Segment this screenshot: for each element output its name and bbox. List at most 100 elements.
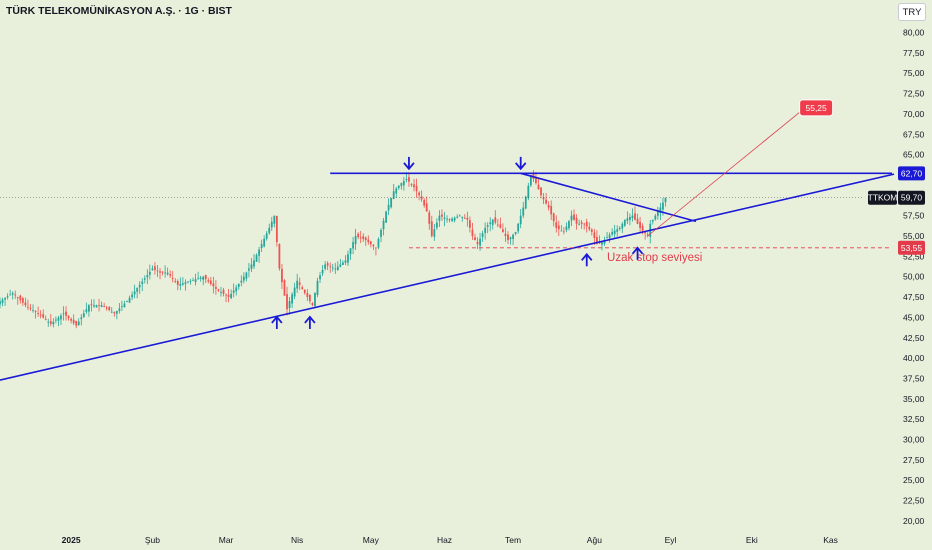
price-tick-label: 30,00 [903, 435, 925, 445]
candle-body [410, 184, 413, 185]
candle-body [143, 278, 146, 280]
candle-body [471, 229, 474, 236]
candle-body [456, 216, 459, 218]
chart-drawings: Uzak stop seviyesi [0, 109, 895, 381]
candle-body [301, 287, 304, 289]
arrow-head [515, 162, 527, 171]
candle-body [133, 291, 136, 295]
candle-body [90, 304, 93, 306]
arrow-head [631, 246, 644, 255]
candle-body [507, 234, 509, 241]
price-tick-label: 37,50 [903, 373, 925, 383]
candle-body [14, 294, 17, 296]
candle-body [171, 278, 174, 279]
candle-body [65, 311, 67, 316]
candle-body [245, 272, 248, 279]
candle-body [453, 217, 456, 221]
candle-body [194, 279, 197, 283]
descending-trendline[interactable] [520, 172, 697, 223]
candle-body [27, 306, 29, 308]
candle-body [435, 222, 438, 228]
price-labels: 62,70 59,70 53,55 TTKOM 55,25 [799, 99, 925, 255]
candle-body [375, 247, 377, 249]
candle-body [560, 230, 563, 232]
candle-body [474, 237, 476, 241]
price-tick-label: 25,00 [903, 475, 925, 485]
time-tick-label: Şub [145, 535, 160, 545]
target-price-label: 55,25 [799, 99, 834, 117]
candle-body [651, 219, 654, 222]
candle-body [303, 289, 306, 293]
price-tick-label: 20,00 [903, 516, 925, 526]
candle-body [98, 305, 100, 306]
time-axis[interactable]: 2025 Şub Mar Nis May Haz Tem Ağu Eyl Eki Kas [62, 535, 838, 545]
candle-body [425, 203, 428, 212]
candle-body [606, 237, 608, 239]
candle-body [192, 279, 194, 281]
price-tick-label: 75,00 [903, 68, 925, 78]
arrow-head [581, 252, 593, 261]
candle-body [387, 204, 390, 211]
candle-body [357, 233, 360, 238]
candle-body [298, 282, 301, 285]
candle-body [189, 280, 192, 282]
candle-body [146, 275, 149, 278]
candle-body [631, 215, 634, 219]
candle-body [260, 244, 263, 249]
candle-body [634, 213, 636, 220]
candle-body [354, 236, 357, 245]
target-projection-line[interactable] [647, 109, 803, 237]
candle-body [618, 227, 621, 230]
candle-body [44, 318, 47, 320]
candle-body [509, 237, 512, 240]
candle-body [126, 301, 128, 302]
candle-body [644, 231, 647, 234]
price-tick-label: 35,00 [903, 394, 925, 404]
candle-body [502, 229, 504, 232]
candle-body [433, 229, 436, 237]
candle-body [611, 231, 614, 235]
candle-body [57, 317, 60, 321]
candle-body [428, 212, 431, 224]
candle-body [93, 305, 95, 307]
candle-body [296, 280, 299, 289]
candle-body [21, 298, 24, 303]
candle-body [623, 219, 626, 226]
last-price-label: 59,70 [898, 190, 925, 205]
price-axis[interactable]: 80,0077,5075,0072,5070,0067,5065,0062,50… [903, 28, 925, 526]
resistance-price-label: 62,70 [898, 166, 925, 181]
currency-button[interactable]: TRY [898, 3, 926, 21]
candle-body [598, 242, 601, 244]
rising-support-trendline[interactable] [0, 173, 895, 381]
price-tick-label: 45,00 [903, 312, 925, 322]
candle-body [308, 294, 311, 302]
candle-body [161, 271, 164, 273]
time-tick-label: 2025 [62, 535, 81, 545]
candle-body [286, 294, 288, 310]
candle-body [397, 185, 400, 188]
target-price-label-text: 55,25 [805, 103, 827, 113]
candle-body [369, 241, 372, 245]
price-tick-label: 55,00 [903, 231, 925, 241]
candle-body [270, 221, 273, 228]
candle-body [573, 214, 575, 220]
candle-body [115, 310, 118, 314]
candle-body [596, 236, 598, 245]
candle-body [176, 281, 179, 285]
candle-body [235, 287, 238, 292]
candle-body [6, 296, 9, 298]
candle-body [278, 244, 281, 269]
candle-body [82, 313, 85, 317]
candle-body [248, 268, 250, 271]
up-arrow-icon [631, 246, 644, 260]
candle-body [62, 313, 65, 315]
candle-body [626, 218, 629, 221]
candle-body [529, 174, 532, 186]
candle-body [415, 185, 418, 192]
candle-body [187, 281, 189, 283]
time-tick-label: Ağu [587, 535, 602, 545]
candle-body [380, 229, 382, 237]
stop-price-label: 53,55 [898, 240, 925, 255]
candle-body [590, 229, 593, 232]
